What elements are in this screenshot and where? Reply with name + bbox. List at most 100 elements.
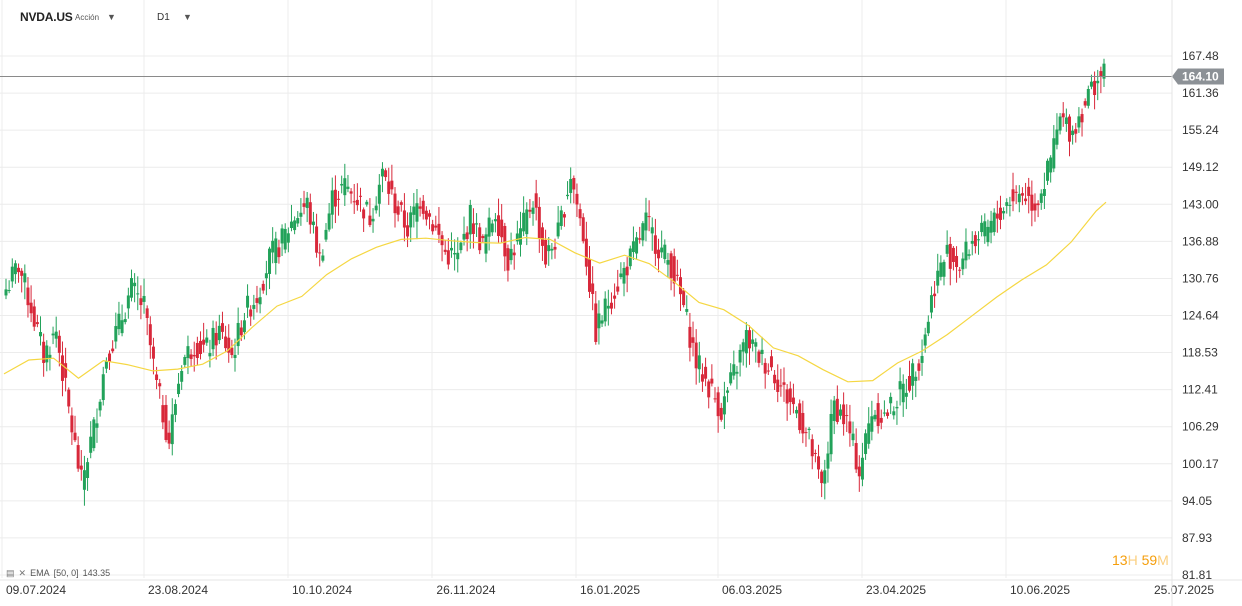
candle-body (704, 366, 708, 379)
countdown-hours: 13 (1112, 552, 1128, 568)
candle-body (578, 209, 582, 219)
candle-body (327, 213, 331, 230)
candle-body (333, 189, 337, 207)
candle-body (939, 262, 943, 277)
candle-body (1036, 203, 1040, 206)
candle-body (277, 247, 281, 258)
candle-body (82, 470, 86, 490)
x-tick-label: 09.07.2024 (6, 583, 66, 597)
candle-body (493, 219, 497, 222)
candle-body (67, 389, 71, 407)
candle-body (95, 423, 99, 428)
candle-body (343, 178, 347, 196)
candle-body (895, 406, 899, 409)
candle-body (365, 201, 369, 205)
candle-body (989, 220, 993, 233)
candle-body (584, 238, 588, 267)
candle-body (211, 327, 215, 350)
countdown-minutes: 59 (1141, 552, 1158, 568)
candle-body (594, 303, 598, 342)
candle-body (484, 234, 488, 254)
candle-body (559, 210, 563, 226)
candle-body (766, 370, 770, 372)
candle-body (32, 306, 36, 327)
candle-body (449, 247, 453, 251)
chart-grid (0, 0, 1172, 578)
candle-body (726, 390, 730, 393)
candle-body (120, 320, 124, 334)
candle-body (622, 267, 626, 284)
candle-body (603, 298, 607, 322)
candle-body (308, 202, 312, 225)
candle-body (700, 374, 704, 382)
candle-body (518, 228, 522, 245)
candle-body (791, 397, 795, 405)
candle-body (45, 345, 49, 363)
remove-indicator-icon[interactable]: ✕ (18, 567, 27, 578)
candle-body (161, 405, 165, 423)
timeframe-label[interactable]: D1 (157, 11, 170, 23)
candle-body (998, 207, 1002, 220)
candle-body (635, 237, 639, 254)
candle-body (669, 253, 673, 278)
candle-body (588, 259, 592, 292)
candle-body (892, 411, 896, 416)
candle-body (305, 197, 309, 208)
ema-indicator-name: EMA (30, 568, 50, 578)
candle-body (133, 282, 137, 287)
candle-body (769, 356, 773, 368)
candle-body (534, 193, 538, 208)
candle-body (1077, 116, 1081, 128)
candle-body (415, 203, 419, 222)
candle-body (591, 283, 595, 294)
candle-body (817, 456, 821, 470)
y-tick-label: 112.41 (1182, 383, 1218, 397)
candle-body (572, 178, 576, 190)
candle-body (271, 240, 275, 253)
candle-body (986, 226, 990, 243)
candle-body (459, 242, 463, 251)
candle-body (384, 170, 388, 178)
timeframe-dropdown-icon[interactable]: ▼ (183, 12, 192, 22)
candle-body (566, 194, 570, 197)
candle-body (1020, 193, 1024, 196)
candle-body (374, 205, 378, 211)
candle-body (86, 462, 90, 478)
candle-body (355, 199, 359, 206)
candle-body (192, 354, 196, 357)
candle-body (660, 247, 664, 253)
candle-body (776, 379, 780, 392)
ema-indicator-params: [50, 0] (53, 568, 79, 578)
candle-body (870, 416, 874, 432)
candle-body (1058, 116, 1062, 131)
candle-body (889, 396, 893, 404)
candle-body (428, 213, 432, 217)
candle-body (471, 223, 475, 234)
candle-body (98, 401, 102, 411)
candle-body (977, 239, 981, 241)
candle-body (864, 433, 868, 455)
candle-body (801, 412, 805, 434)
symbol-dropdown-icon[interactable]: ▼ (107, 12, 116, 22)
candle-body (136, 293, 140, 295)
candle-body (716, 392, 720, 417)
candle-body (860, 457, 864, 480)
candle-body (202, 339, 206, 345)
candle-body (961, 258, 965, 270)
candle-body (321, 255, 325, 261)
candle-body (1067, 116, 1071, 142)
candle-body (412, 206, 416, 215)
candle-body (882, 412, 886, 414)
candle-body (208, 353, 212, 357)
candle-body (973, 235, 977, 247)
candle-body (641, 223, 645, 241)
candle-body (609, 302, 613, 309)
candle-body (958, 269, 962, 271)
candle-body (497, 215, 501, 237)
ema-indicator-value: 143.35 (82, 568, 111, 578)
candle-body (17, 267, 21, 273)
symbol-label[interactable]: NVDA.US (20, 10, 73, 24)
indicator-settings-icon[interactable]: ▤ (6, 567, 15, 578)
